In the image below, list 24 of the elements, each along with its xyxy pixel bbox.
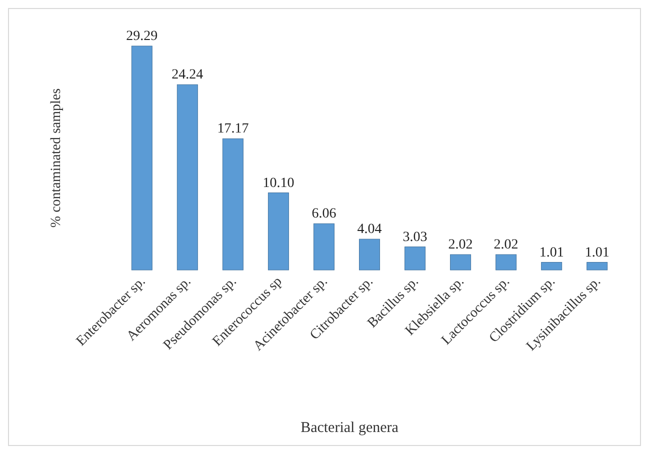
data-label: 10.10 xyxy=(262,176,294,191)
bar xyxy=(268,192,289,270)
data-label: 2.02 xyxy=(448,238,473,253)
bar xyxy=(496,254,517,270)
bar xyxy=(176,84,198,270)
data-label: 17.17 xyxy=(217,122,249,137)
bar xyxy=(541,262,562,270)
data-label: 1.01 xyxy=(539,245,564,260)
data-label: 29.29 xyxy=(126,29,158,44)
data-label: 24.24 xyxy=(172,68,204,83)
bar xyxy=(450,254,472,270)
data-label: 2.02 xyxy=(494,238,518,253)
bar xyxy=(131,46,152,270)
bar xyxy=(359,238,380,270)
bar xyxy=(404,246,426,270)
data-label: 1.01 xyxy=(584,245,610,260)
x-axis-title: Bacterial genera xyxy=(300,420,399,436)
data-label: 6.06 xyxy=(312,206,336,222)
bar xyxy=(222,138,244,270)
y-axis-title: % contaminated samples xyxy=(49,88,64,228)
data-label: 4.04 xyxy=(357,222,382,238)
data-label: 3.03 xyxy=(402,230,428,245)
bar xyxy=(586,262,608,270)
bar xyxy=(313,223,334,270)
